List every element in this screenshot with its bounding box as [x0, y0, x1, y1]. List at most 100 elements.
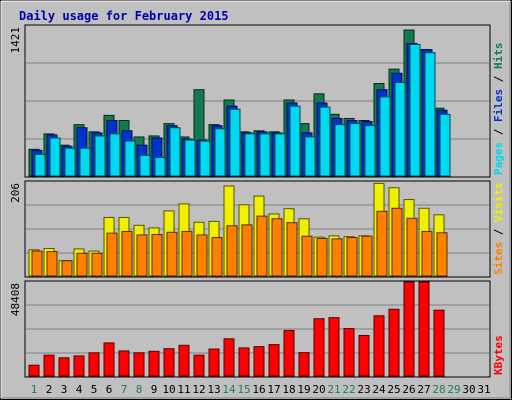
- bar-kbytes-day-25: KBytes 25: 35900: [388, 308, 400, 377]
- day-label-21: 21: [327, 383, 340, 396]
- bar-kbytes-day-13: KBytes 13: 14500: [208, 348, 220, 377]
- day-label-26: 26: [402, 383, 415, 396]
- bar-kbytes-day-27: KBytes 27: 62500: [418, 281, 430, 377]
- bar-sites-day-18: Sites 18: 122: [286, 222, 298, 277]
- bar-pages-day-23: Pages 23: 490: [364, 125, 376, 177]
- bar-pages-day-3: Pages 3: 270: [64, 147, 76, 177]
- bar-pages-day-22: Pages 22: 510: [349, 123, 361, 177]
- x-axis: 1 2 3 4 5 6 7 8 9 10 11 12 13 14 15 16 17 18 19 20 21 22 23 24 2…: [31, 383, 491, 396]
- day-label-5: 5: [91, 383, 98, 396]
- day-label-20: 20: [312, 383, 325, 396]
- day-label-29: 29: [447, 383, 460, 396]
- panel-max-label: 206: [9, 183, 22, 203]
- panel-max-label: 48408: [9, 283, 22, 316]
- bar-sites-day-3: Sites 3: 35: [61, 260, 73, 277]
- bar-sites-day-23: Sites 23: 91: [361, 235, 373, 277]
- bar-kbytes-day-11: KBytes 11: 16500: [178, 344, 190, 377]
- bar-kbytes-day-4: KBytes 4: 10800: [73, 355, 85, 377]
- bar-kbytes-day-28: KBytes 28: 35400: [433, 309, 445, 377]
- bar-sites-day-24: Sites 24: 148: [376, 210, 388, 277]
- day-label-17: 17: [267, 383, 280, 396]
- day-label-23: 23: [357, 383, 370, 396]
- bar-pages-day-28: Pages 28: 600: [439, 113, 451, 177]
- day-label-1: 1: [31, 383, 38, 396]
- series-pages: Pages 1: 210Pages 2: 370Pages 3: 270Page…: [34, 43, 451, 177]
- bar-sites-day-5: Sites 5: 52: [91, 252, 103, 277]
- bar-pages-day-13: Pages 13: 460: [214, 128, 226, 177]
- bar-pages-day-12: Pages 12: 340: [199, 140, 211, 177]
- bar-pages-day-7: Pages 7: 340: [124, 140, 136, 177]
- day-label-22: 22: [342, 383, 355, 396]
- bar-pages-day-25: Pages 25: 910: [394, 82, 406, 177]
- bar-sites-day-2: Sites 2: 56: [46, 251, 58, 277]
- bar-kbytes-day-21: KBytes 21: 31400: [328, 317, 340, 377]
- bar-pages-day-14: Pages 14: 650: [229, 108, 241, 177]
- legend-pages: Pages: [492, 142, 505, 175]
- bar-sites-day-7: Sites 7: 102: [121, 230, 133, 277]
- panel-legend: Pages / Files / Hits: [492, 43, 505, 176]
- bar-pages-day-21: Pages 21: 500: [334, 124, 346, 177]
- day-label-14: 14: [222, 383, 236, 396]
- bar-pages-day-6: Pages 6: 410: [109, 133, 121, 177]
- panels-layer: Hits 1: 260Hits 2: 410Hits 3: 300Hits 4:…: [9, 24, 505, 378]
- bar-pages-day-4: Pages 4: 270: [79, 147, 91, 177]
- bar-sites-day-26: Sites 26: 132: [406, 217, 418, 277]
- bar-kbytes-day-12: KBytes 12: 11200: [193, 354, 205, 377]
- bar-sites-day-19: Sites 19: 91: [301, 235, 313, 277]
- bar-kbytes-day-10: KBytes 10: 14700: [163, 348, 175, 377]
- bar-pages-day-5: Pages 5: 390: [94, 135, 106, 177]
- day-label-19: 19: [297, 383, 310, 396]
- bar-kbytes-day-15: KBytes 15: 15100: [238, 347, 250, 377]
- day-label-18: 18: [282, 383, 295, 396]
- day-label-28: 28: [432, 383, 445, 396]
- bar-pages-day-26: Pages 26: 1280: [409, 43, 421, 177]
- bar-sites-day-8: Sites 8: 94: [136, 234, 148, 277]
- bar-pages-day-11: Pages 11: 350: [184, 139, 196, 177]
- day-label-3: 3: [61, 383, 68, 396]
- bar-sites-day-17: Sites 17: 131: [271, 218, 283, 277]
- legend-hits: Hits: [492, 43, 505, 70]
- bar-kbytes-day-23: KBytes 23: 21800: [358, 334, 370, 377]
- bar-pages-day-8: Pages 8: 200: [139, 154, 151, 177]
- series-sites: Sites 1: 57Sites 2: 56Sites 3: 35Sites 4…: [31, 207, 448, 277]
- bar-kbytes-day-1: KBytes 1: 5800: [28, 364, 40, 377]
- bar-pages-day-18: Pages 18: 680: [289, 105, 301, 177]
- day-label-9: 9: [151, 383, 158, 396]
- bar-kbytes-day-22: KBytes 22: 25500: [343, 328, 355, 377]
- bar-sites-day-20: Sites 20: 86: [316, 237, 328, 277]
- day-label-24: 24: [372, 383, 386, 396]
- bar-pages-day-10: Pages 10: 470: [169, 127, 181, 177]
- day-label-2: 2: [46, 383, 53, 396]
- bar-kbytes-day-17: KBytes 17: 16900: [268, 344, 280, 377]
- day-label-25: 25: [387, 383, 400, 396]
- bar-pages-day-16: Pages 16: 410: [259, 133, 271, 177]
- panel-legend: Sites / Visits: [492, 182, 505, 275]
- bar-kbytes-day-2: KBytes 2: 11200: [43, 354, 55, 377]
- day-label-7: 7: [121, 383, 128, 396]
- legend-: /: [492, 69, 505, 89]
- day-label-27: 27: [417, 383, 430, 396]
- legend-: /: [492, 122, 505, 142]
- day-label-8: 8: [136, 383, 143, 396]
- bar-sites-day-15: Sites 15: 117: [241, 224, 253, 277]
- bar-kbytes-day-6: KBytes 6: 17800: [103, 342, 115, 377]
- bar-kbytes-day-19: KBytes 19: 12600: [298, 352, 310, 377]
- bar-pages-day-15: Pages 15: 410: [244, 133, 256, 177]
- bar-sites-day-6: Sites 6: 98: [106, 232, 118, 277]
- panel-hits-files-pages: Hits 1: 260Hits 2: 410Hits 3: 300Hits 4:…: [9, 24, 505, 178]
- bar-sites-day-21: Sites 21: 85: [331, 238, 343, 277]
- legend-files: Files: [492, 89, 505, 122]
- bar-pages-day-9: Pages 9: 180: [154, 157, 166, 177]
- bar-kbytes-day-3: KBytes 3: 9800: [58, 357, 70, 377]
- bar-sites-day-10: Sites 10: 100: [166, 231, 178, 277]
- bar-sites-day-11: Sites 11: 102: [181, 230, 193, 277]
- bar-kbytes-day-18: KBytes 18: 24500: [283, 329, 295, 377]
- day-label-13: 13: [207, 383, 220, 396]
- bar-pages-day-17: Pages 17: 410: [274, 133, 286, 177]
- day-label-15: 15: [237, 383, 250, 396]
- bar-sites-day-4: Sites 4: 52: [76, 252, 88, 277]
- bar-kbytes-day-20: KBytes 20: 30800: [313, 318, 325, 377]
- day-label-30: 30: [462, 383, 475, 396]
- day-label-11: 11: [177, 383, 190, 396]
